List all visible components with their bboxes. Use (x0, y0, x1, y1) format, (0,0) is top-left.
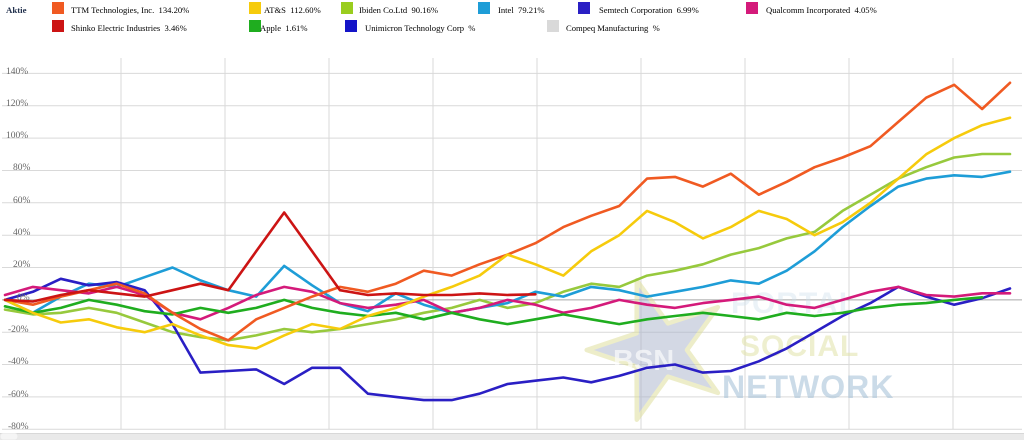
svg-text:SOCIAL: SOCIAL (740, 330, 859, 363)
svg-text:BSN: BSN (613, 345, 674, 377)
svg-text:NETWORK: NETWORK (722, 369, 894, 405)
svg-text:PORTAL: PORTAL (731, 287, 858, 320)
